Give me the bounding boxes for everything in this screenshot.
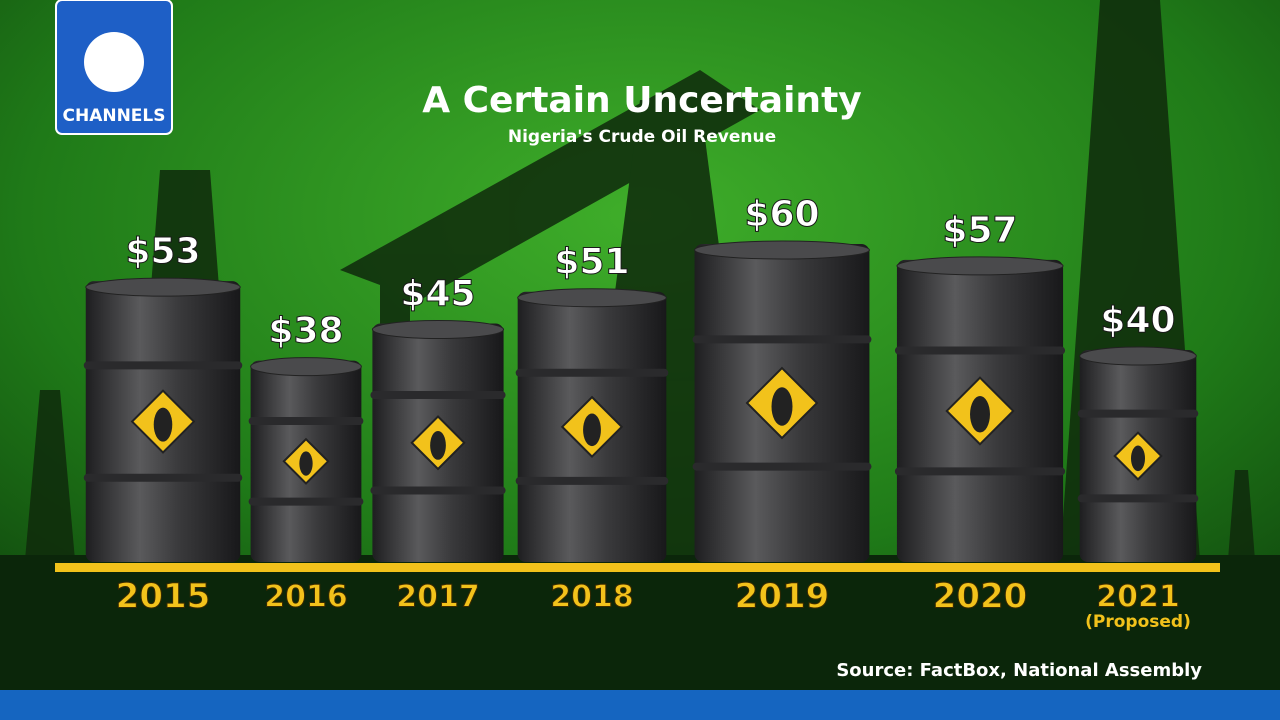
x-tick-label: 2015	[116, 577, 211, 617]
barrel-rib	[1077, 409, 1199, 418]
barrel-rib	[894, 467, 1066, 476]
barrel-rib	[83, 361, 243, 370]
oil-drop	[1131, 445, 1145, 472]
x-tick-label: 2019	[735, 577, 830, 617]
value-label: $57	[942, 210, 1017, 251]
barrel-rib	[515, 368, 669, 377]
oil-drop	[299, 451, 313, 476]
x-tick-label: 2016	[264, 580, 348, 615]
oil-drop	[430, 430, 446, 460]
barrel-rib	[248, 417, 364, 426]
base-line	[55, 563, 1220, 572]
barrel-lid	[371, 320, 505, 339]
logo-text: CHANNELS	[62, 106, 165, 126]
value-label: $53	[125, 231, 200, 272]
oil-drop	[583, 413, 601, 447]
barrel-rib	[370, 486, 506, 495]
value-label: $45	[400, 274, 475, 315]
x-tick-label: 2020	[933, 577, 1028, 617]
annotation: (Proposed)	[1085, 612, 1191, 632]
footer-bar	[0, 690, 1280, 720]
barrel-lid	[1079, 346, 1197, 366]
barrel-lid	[250, 357, 362, 377]
barrel-lid	[517, 288, 667, 308]
logo: CHANNELS	[55, 0, 173, 135]
chart-subtitle: Nigeria's Crude Oil Revenue	[508, 127, 776, 147]
barrel-rib	[83, 473, 243, 482]
value-label: $40	[1100, 300, 1175, 341]
barrel-lid	[85, 277, 241, 297]
value-label: $38	[268, 311, 343, 352]
oil-drop	[970, 395, 990, 433]
barrel-lid	[896, 256, 1064, 276]
value-label: $51	[554, 242, 629, 283]
barrel-rib	[1077, 494, 1199, 503]
oil-drop	[771, 387, 793, 426]
source: Source: FactBox, National Assembly	[836, 660, 1202, 681]
x-tick-label: 2021	[1096, 580, 1180, 615]
barrel-rib	[370, 391, 506, 400]
barrel-rib	[894, 346, 1066, 355]
barrel-rib	[515, 476, 669, 485]
x-tick-label: 2018	[550, 580, 634, 615]
ground	[0, 555, 1280, 690]
barrel-rib	[692, 462, 872, 471]
chart-title: A Certain Uncertainty	[422, 80, 862, 121]
barrel-lid	[694, 240, 870, 260]
barrel-rib	[692, 335, 872, 344]
oil-drop	[153, 407, 173, 442]
barrel-rib	[248, 497, 364, 506]
value-label: $60	[744, 194, 819, 235]
x-tick-label: 2017	[396, 580, 480, 615]
